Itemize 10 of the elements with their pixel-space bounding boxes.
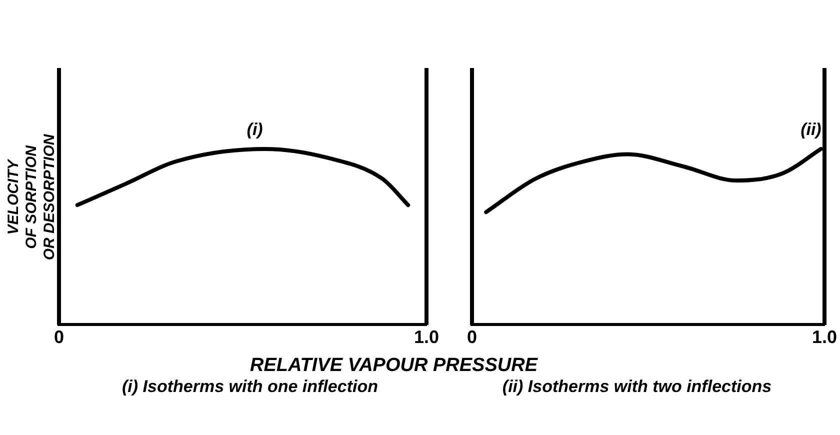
series-label: (ii) (800, 120, 822, 140)
x-tick-label: 0 (466, 327, 478, 348)
text: (i) Isotherms with one inflection (121, 377, 379, 396)
x-tick-label: 1.0 (414, 327, 440, 348)
series-label: (i) (246, 120, 264, 140)
x-axis-title: RELATIVE VAPOUR PRESSURE (250, 355, 538, 377)
x-tick-label: 1.0 (812, 327, 838, 348)
text: (ii) Isotherms with two inflections (501, 377, 773, 396)
y-axis-title: VELOCITY OF SORPTION OR DESORPTION (5, 133, 58, 260)
x-tick-label: 0 (54, 327, 64, 348)
